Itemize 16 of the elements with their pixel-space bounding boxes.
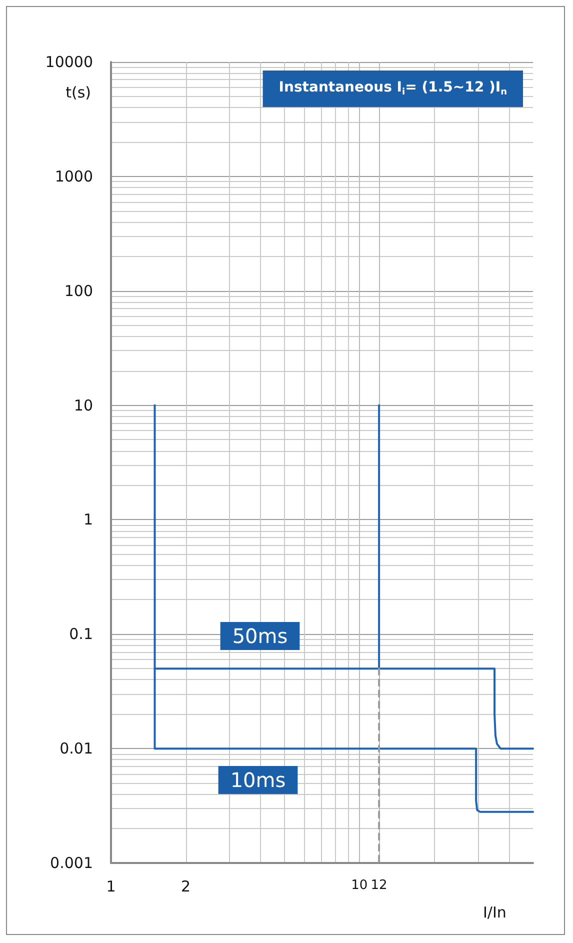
- y-tick-label: 1: [83, 510, 93, 529]
- x-tick-label: 10: [351, 878, 368, 893]
- y-axis-title: t(s): [66, 84, 91, 102]
- y-tick-label: 10: [74, 396, 93, 414]
- y-tick-label: 1000: [54, 167, 93, 186]
- annotation: 10ms: [230, 768, 286, 792]
- x-tick-label: 12: [370, 878, 388, 893]
- x-tick-label: 2: [181, 878, 191, 896]
- annotation: 50ms: [232, 624, 288, 648]
- y-tick-label: 0.001: [50, 854, 93, 872]
- x-axis-title: I/In: [483, 904, 506, 922]
- x-tick-label: 1: [106, 878, 116, 896]
- y-tick-label: 100: [64, 282, 93, 300]
- y-tick-label: 0.1: [69, 625, 93, 644]
- y-tick-label: 10000: [45, 53, 93, 71]
- y-tick-label: 0.01: [60, 740, 93, 758]
